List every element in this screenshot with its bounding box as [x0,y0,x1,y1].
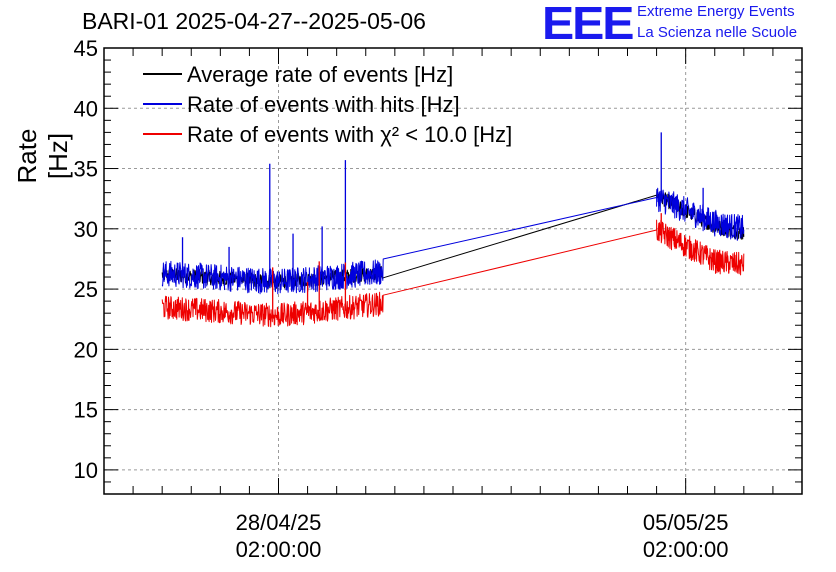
y-tick-label: 35 [74,157,98,182]
legend-label: Rate of events with χ² < 10.0 [Hz] [187,122,512,147]
x-tick-label-time: 02:00:00 [236,537,322,562]
y-tick-label: 45 [74,36,98,61]
y-tick-label: 15 [74,398,98,423]
axes: 101520253035404528/04/2502:00:0005/05/25… [74,36,803,562]
series-group [161,132,745,328]
eee-logo: EEE [542,0,634,49]
org-subtitle: La Scienza nelle Scuole [637,24,798,41]
legend-label: Average rate of events [Hz] [187,62,453,87]
legend: Average rate of events [Hz] Rate of event… [143,62,512,147]
y-axis-label: Rate [Hz] [12,128,73,184]
y-tick-label: 30 [74,217,98,242]
x-tick-label-date: 28/04/25 [236,510,322,535]
org-name: Extreme Energy Events [637,3,795,20]
y-tick-label: 10 [74,458,98,483]
x-tick-label-time: 02:00:00 [643,537,729,562]
series-line-3 [161,219,745,328]
chart-title: BARI-01 2025-04-27--2025-05-06 [82,8,426,34]
y-tick-label: 40 [74,96,98,121]
x-tick-label-date: 05/05/25 [643,510,729,535]
y-tick-label: 25 [74,277,98,302]
y-tick-label: 20 [74,337,98,362]
legend-label: Rate of events with hits [Hz] [187,92,460,117]
series-line-2 [161,187,745,295]
